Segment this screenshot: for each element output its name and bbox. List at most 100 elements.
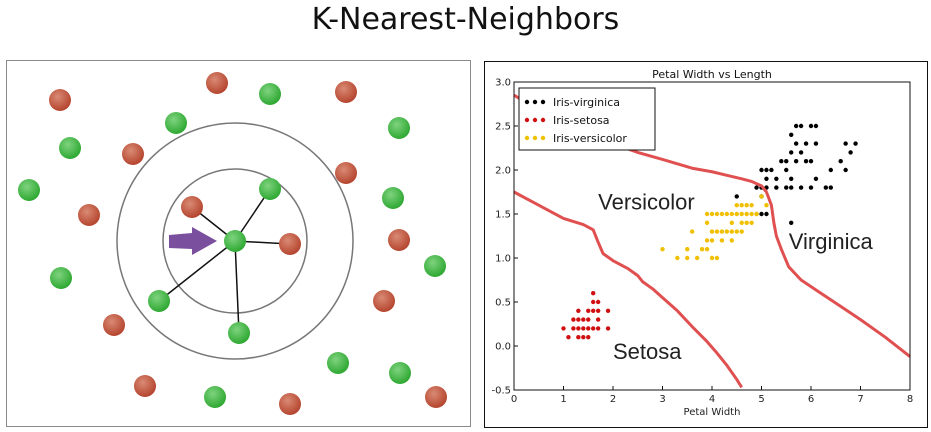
y-tick-label: 1.0 [495, 254, 511, 265]
point-iris-versicolor [714, 229, 720, 234]
point-iris-setosa [581, 335, 586, 340]
point-iris-virginica [734, 194, 739, 199]
legend-marker [532, 99, 538, 105]
region-label-virginica: Virginica [789, 229, 874, 254]
red-point [373, 290, 395, 312]
red-point [279, 393, 301, 415]
point-iris-versicolor [764, 203, 769, 208]
point-iris-virginica [764, 176, 769, 181]
red-point [279, 233, 301, 255]
point-iris-versicolor [739, 211, 744, 217]
point-iris-versicolor [729, 229, 734, 234]
point-iris-virginica [823, 185, 829, 190]
point-iris-virginica [764, 167, 769, 173]
query-arrow-icon [169, 227, 217, 255]
point-iris-versicolor [739, 203, 744, 208]
neighbor-link [234, 240, 240, 334]
y-tick-label: 0.0 [495, 342, 511, 353]
green-point [389, 362, 411, 384]
point-iris-versicolor [719, 211, 725, 217]
point-iris-setosa [595, 326, 601, 331]
legend-label: Iris-virginica [553, 96, 620, 109]
green-point [259, 83, 281, 105]
point-iris-versicolor [704, 211, 710, 217]
red-point [206, 72, 228, 94]
point-iris-virginica [793, 123, 799, 129]
decision-boundary-1 [513, 190, 743, 389]
green-point [18, 179, 40, 201]
point-iris-virginica [769, 167, 774, 173]
red-point [49, 89, 71, 111]
x-tick-label: 6 [808, 394, 814, 405]
point-iris-versicolor [690, 229, 695, 234]
point-iris-setosa [595, 308, 601, 313]
point-iris-setosa [576, 326, 581, 331]
point-iris-setosa [591, 308, 596, 313]
red-point [122, 143, 144, 165]
point-iris-virginica [789, 176, 794, 181]
point-iris-versicolor [709, 255, 715, 261]
green-point [228, 322, 250, 344]
legend-marker [540, 135, 546, 141]
legend-marker [540, 99, 546, 105]
point-iris-virginica [798, 150, 804, 155]
point-iris-versicolor [714, 211, 720, 217]
red-point [335, 81, 357, 103]
green-point [382, 187, 404, 209]
point-iris-setosa [595, 299, 601, 305]
region-label-versicolor: Versicolor [598, 190, 695, 215]
chart-title: Petal Width vs Length [652, 68, 772, 81]
point-iris-versicolor [734, 211, 739, 217]
point-iris-virginica [813, 176, 819, 181]
legend-marker [540, 117, 546, 123]
neighborhood-circle-2 [116, 122, 354, 360]
point-iris-setosa [586, 326, 591, 331]
green-point [327, 352, 349, 374]
point-iris-virginica [774, 176, 779, 181]
x-tick-label: 0 [511, 394, 517, 405]
y-tick-label: 1.5 [495, 210, 511, 221]
point-iris-setosa [576, 335, 581, 340]
point-iris-virginica [848, 150, 853, 155]
point-iris-versicolor [729, 220, 734, 225]
knn-diagram-panel [6, 60, 471, 427]
point-iris-versicolor [729, 211, 734, 217]
point-iris-versicolor [704, 238, 710, 243]
point-iris-virginica [759, 167, 764, 173]
point-iris-versicolor [759, 194, 764, 199]
x-tick-label: 7 [857, 394, 863, 405]
point-iris-versicolor [749, 203, 754, 208]
point-iris-virginica [774, 185, 779, 190]
point-iris-virginica [764, 211, 769, 217]
neighbor-link [158, 240, 236, 302]
point-iris-setosa [571, 326, 576, 331]
point-iris-virginica [798, 123, 804, 129]
point-iris-virginica [853, 141, 858, 146]
point-iris-versicolor [744, 220, 749, 225]
point-iris-versicolor [675, 255, 680, 261]
red-point [335, 162, 357, 184]
point-iris-setosa [591, 291, 596, 296]
green-point [204, 386, 226, 408]
point-iris-virginica [793, 141, 799, 146]
point-iris-virginica [828, 185, 833, 190]
point-iris-versicolor [719, 238, 725, 243]
point-iris-versicolor [734, 229, 739, 234]
page-title: K-Nearest-Neighbors [311, 2, 620, 37]
point-iris-virginica [828, 167, 833, 173]
point-iris-virginica [813, 141, 819, 146]
neighborhood-circle-1 [162, 168, 308, 314]
red-point [388, 229, 410, 251]
x-tick-label: 3 [659, 394, 665, 405]
point-iris-virginica [843, 141, 848, 146]
point-iris-setosa [576, 317, 581, 322]
legend-marker [532, 135, 538, 141]
point-iris-virginica [784, 167, 789, 173]
point-iris-versicolor [704, 247, 710, 252]
point-iris-versicolor [754, 211, 759, 217]
point-iris-setosa [605, 326, 611, 331]
green-point [259, 178, 281, 200]
point-iris-virginica [789, 150, 794, 155]
point-iris-versicolor [709, 238, 715, 243]
point-iris-versicolor [749, 220, 754, 225]
